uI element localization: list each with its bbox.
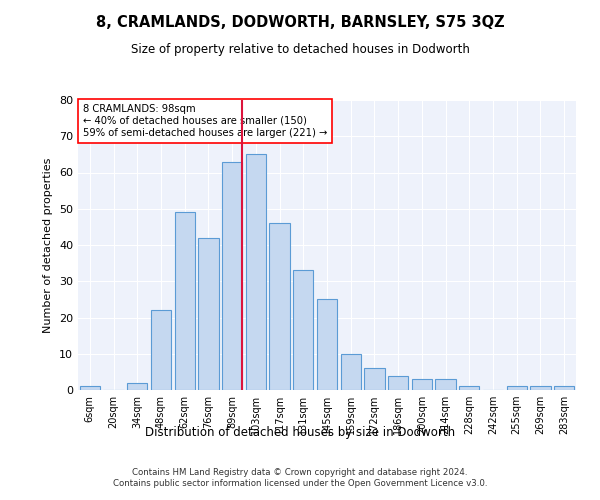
Bar xyxy=(199,238,218,390)
Bar xyxy=(127,383,148,390)
Bar xyxy=(175,212,195,390)
Bar xyxy=(341,354,361,390)
Bar xyxy=(459,386,479,390)
Text: 8, CRAMLANDS, DODWORTH, BARNSLEY, S75 3QZ: 8, CRAMLANDS, DODWORTH, BARNSLEY, S75 3Q… xyxy=(95,15,505,30)
Bar xyxy=(293,270,313,390)
Bar xyxy=(246,154,266,390)
Bar xyxy=(269,223,290,390)
Bar xyxy=(80,386,100,390)
Bar xyxy=(412,379,432,390)
Bar xyxy=(317,300,337,390)
Bar xyxy=(530,386,551,390)
Text: 8 CRAMLANDS: 98sqm
← 40% of detached houses are smaller (150)
59% of semi-detach: 8 CRAMLANDS: 98sqm ← 40% of detached hou… xyxy=(83,104,328,138)
Bar xyxy=(151,310,171,390)
Bar xyxy=(436,379,455,390)
Text: Size of property relative to detached houses in Dodworth: Size of property relative to detached ho… xyxy=(131,42,469,56)
Bar xyxy=(364,368,385,390)
Text: Contains HM Land Registry data © Crown copyright and database right 2024.
Contai: Contains HM Land Registry data © Crown c… xyxy=(113,468,487,487)
Text: Distribution of detached houses by size in Dodworth: Distribution of detached houses by size … xyxy=(145,426,455,439)
Bar xyxy=(554,386,574,390)
Bar xyxy=(222,162,242,390)
Bar xyxy=(388,376,408,390)
Bar xyxy=(506,386,527,390)
Y-axis label: Number of detached properties: Number of detached properties xyxy=(43,158,53,332)
